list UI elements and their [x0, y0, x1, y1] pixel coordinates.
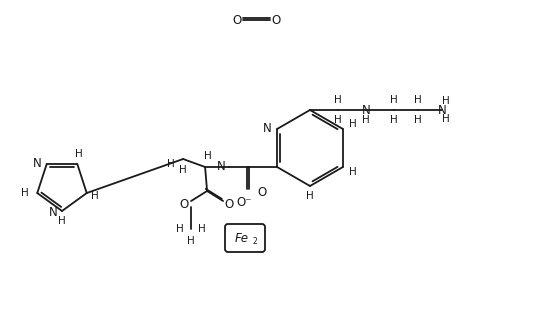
- Text: H: H: [349, 119, 357, 129]
- Text: H: H: [442, 114, 450, 124]
- Text: H: H: [414, 95, 422, 105]
- Text: O: O: [271, 13, 281, 26]
- FancyBboxPatch shape: [225, 224, 265, 252]
- Text: O: O: [224, 199, 234, 212]
- Text: H: H: [179, 165, 187, 175]
- Text: N: N: [49, 205, 58, 218]
- Text: H: H: [167, 159, 175, 169]
- Text: H: H: [390, 95, 398, 105]
- Text: H: H: [334, 115, 342, 125]
- Text: H: H: [75, 149, 83, 159]
- Text: H: H: [390, 115, 398, 125]
- Text: H: H: [20, 188, 28, 198]
- Text: H: H: [58, 216, 66, 226]
- Text: O: O: [179, 199, 189, 212]
- Text: H: H: [204, 151, 212, 161]
- Text: O: O: [257, 186, 266, 200]
- Text: H: H: [414, 115, 422, 125]
- Text: N: N: [264, 123, 272, 136]
- Text: H: H: [306, 191, 314, 201]
- Text: O⁻: O⁻: [236, 197, 252, 210]
- Text: H: H: [334, 95, 342, 105]
- Text: H: H: [442, 96, 450, 106]
- Text: O: O: [232, 13, 241, 26]
- Text: H: H: [91, 191, 99, 201]
- Text: Fe: Fe: [235, 231, 249, 244]
- Text: N: N: [33, 157, 42, 170]
- Text: H: H: [176, 224, 184, 234]
- Text: 2: 2: [253, 236, 258, 245]
- Text: N: N: [217, 160, 226, 173]
- Text: H: H: [187, 236, 195, 246]
- Text: H: H: [198, 224, 206, 234]
- Text: H: H: [362, 115, 370, 125]
- Text: N: N: [438, 103, 446, 116]
- Text: N: N: [362, 103, 370, 116]
- Text: H: H: [349, 167, 357, 177]
